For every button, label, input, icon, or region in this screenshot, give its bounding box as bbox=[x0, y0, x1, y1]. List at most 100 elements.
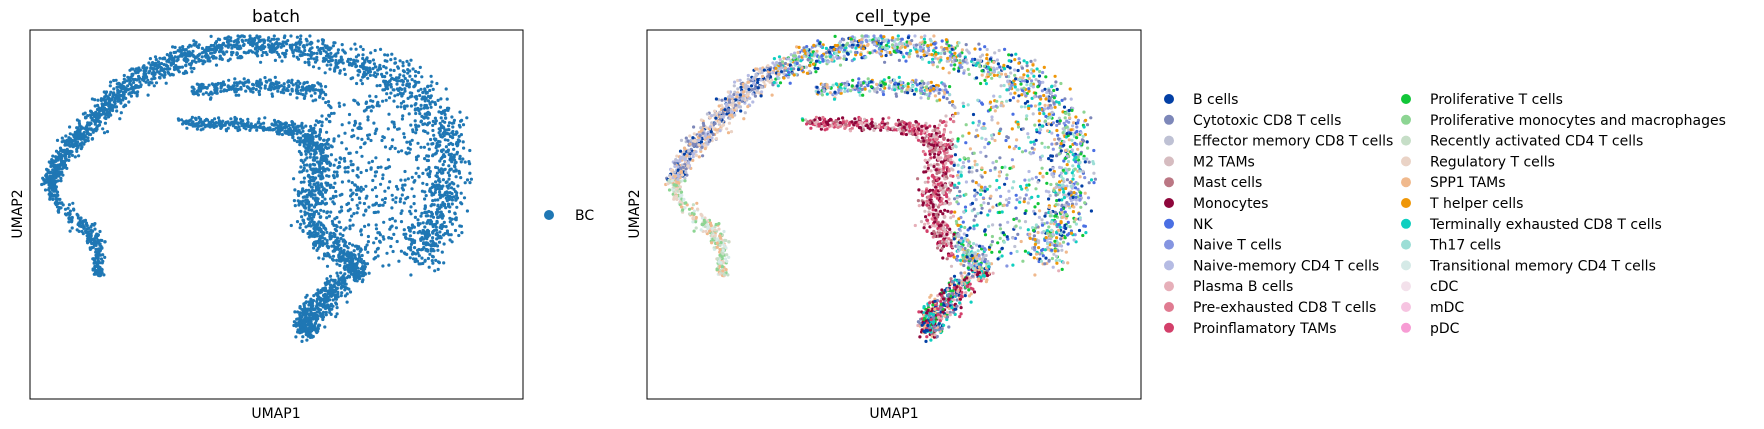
scatter-point-naive-memory-cd4-t-cells bbox=[746, 73, 750, 78]
scatter-point-bc bbox=[163, 57, 167, 61]
scatter-point-bc bbox=[46, 168, 50, 172]
scatter-point-bc bbox=[383, 145, 388, 149]
scatter-point-bc bbox=[102, 131, 107, 135]
scatter-point-bc bbox=[372, 257, 376, 261]
scatter-point-bc bbox=[401, 64, 405, 68]
scatter-point-bc bbox=[332, 137, 336, 141]
scatter-point-bc bbox=[393, 57, 397, 61]
scatter-point-bc bbox=[209, 34, 213, 39]
scatter-point-bc bbox=[336, 236, 340, 240]
scatter-point-bc bbox=[405, 104, 409, 108]
scatter-point-bc bbox=[389, 58, 393, 62]
scatter-point-bc bbox=[419, 107, 423, 111]
scatter-point-bc bbox=[445, 231, 450, 235]
scatter-point-bc bbox=[383, 53, 387, 57]
scatter-point-bc bbox=[268, 85, 272, 89]
scatter-point-bc bbox=[424, 168, 428, 172]
scatter-point-bc bbox=[309, 190, 313, 194]
scatter-point-bc bbox=[319, 208, 323, 212]
scatter-point-bc bbox=[315, 147, 319, 151]
scatter-point-bc bbox=[270, 122, 274, 126]
scatter-point-bc bbox=[312, 157, 317, 161]
scatter-point-bc bbox=[431, 199, 435, 203]
scatter-point-bc bbox=[401, 69, 405, 73]
scatter-point-bc bbox=[399, 105, 403, 109]
scatter-point-bc bbox=[448, 205, 452, 209]
scatter-point-bc bbox=[144, 68, 148, 72]
scatter-point-bc bbox=[68, 209, 72, 213]
scatter-point-bc bbox=[438, 230, 442, 234]
scatter-point-bc bbox=[225, 40, 229, 44]
scatter-point-bc bbox=[259, 60, 263, 64]
scatter-point-bc bbox=[432, 137, 437, 141]
scatter-point-bc bbox=[317, 66, 321, 70]
scatter-point-bc bbox=[447, 121, 452, 125]
scatter-point-bc bbox=[356, 175, 360, 179]
scatter-point-bc bbox=[96, 98, 100, 102]
scatter-point-naive-memory-cd4-t-cells bbox=[1071, 124, 1075, 128]
scatter-point-bc bbox=[303, 213, 307, 217]
scatter-point-bc bbox=[340, 291, 344, 295]
scatter-point-bc bbox=[468, 181, 472, 185]
scatter-point-cytotoxic-cd8-t-cells bbox=[753, 94, 758, 98]
scatter-point-bc bbox=[123, 87, 127, 92]
scatter-point-bc bbox=[346, 165, 350, 169]
scatter-point-bc bbox=[305, 195, 309, 199]
scatter-point-t-helper-cells bbox=[1013, 58, 1017, 62]
scatter-point-bc bbox=[308, 164, 312, 169]
scatter-point-bc bbox=[368, 60, 372, 64]
scatter-point-bc bbox=[436, 267, 440, 271]
scatter-point-bc bbox=[367, 271, 371, 275]
scatter-point-bc bbox=[429, 84, 433, 88]
scatter-point-bc bbox=[374, 95, 378, 99]
scatter-point-nk bbox=[1092, 181, 1096, 185]
scatter-point-bc bbox=[346, 170, 350, 174]
scatter-point-bc bbox=[412, 85, 416, 89]
scatter-point-bc bbox=[459, 191, 463, 195]
scatter-point-bc bbox=[372, 241, 376, 245]
scatter-point-bc bbox=[366, 250, 370, 254]
scatter-point-bc bbox=[204, 91, 208, 95]
scatter-point-bc bbox=[263, 76, 267, 80]
scatter-point-bc bbox=[392, 232, 396, 236]
scatter-point-bc bbox=[325, 130, 329, 134]
scatter-point-bc bbox=[190, 59, 195, 63]
scatter-point-bc bbox=[59, 158, 63, 162]
scatter-point-bc bbox=[413, 74, 418, 78]
scatter-point-bc bbox=[107, 99, 111, 103]
scatter-point-bc bbox=[340, 123, 344, 127]
scatter-point-bc bbox=[255, 125, 259, 129]
scatter-point-bc bbox=[317, 191, 321, 195]
scatter-point-bc bbox=[346, 57, 351, 61]
scatter-point-bc bbox=[363, 224, 367, 228]
scatter-point-terminally-exhausted-cd8-t-cells bbox=[896, 34, 900, 38]
scatter-point-bc bbox=[146, 78, 150, 82]
scatter-point-bc bbox=[409, 123, 413, 127]
scatter-point-bc bbox=[242, 77, 246, 81]
scatter-point-bc bbox=[433, 223, 437, 227]
scatter-point-bc bbox=[379, 47, 383, 52]
scatter-point-bc bbox=[402, 135, 407, 139]
scatter-point-bc bbox=[434, 146, 438, 150]
scatter-point-bc bbox=[332, 163, 336, 167]
scatter-point-bc bbox=[63, 212, 68, 216]
scatter-point-bc bbox=[432, 241, 436, 245]
scatter-point-bc bbox=[135, 78, 139, 82]
scatter-point-bc bbox=[423, 258, 427, 262]
scatter-point-bc bbox=[315, 306, 319, 310]
scatter-point-bc bbox=[290, 120, 294, 124]
scatter-point-bc bbox=[337, 256, 341, 260]
scatter-point-bc bbox=[356, 69, 360, 73]
scatter-point-bc bbox=[424, 243, 428, 247]
scatter-point-bc bbox=[379, 165, 383, 169]
scatter-point-bc bbox=[343, 51, 347, 55]
scatter-point-bc bbox=[173, 45, 177, 50]
scatter-point-bc bbox=[375, 104, 379, 108]
scatter-point-bc bbox=[425, 154, 429, 158]
scatter-point-bc bbox=[210, 123, 214, 127]
scatter-point-bc bbox=[284, 52, 288, 56]
scatter-point-bc bbox=[328, 237, 332, 241]
scatter-point-bc bbox=[322, 138, 326, 142]
scatter-point-bc bbox=[436, 198, 440, 202]
scatter-point-bc bbox=[235, 52, 239, 57]
